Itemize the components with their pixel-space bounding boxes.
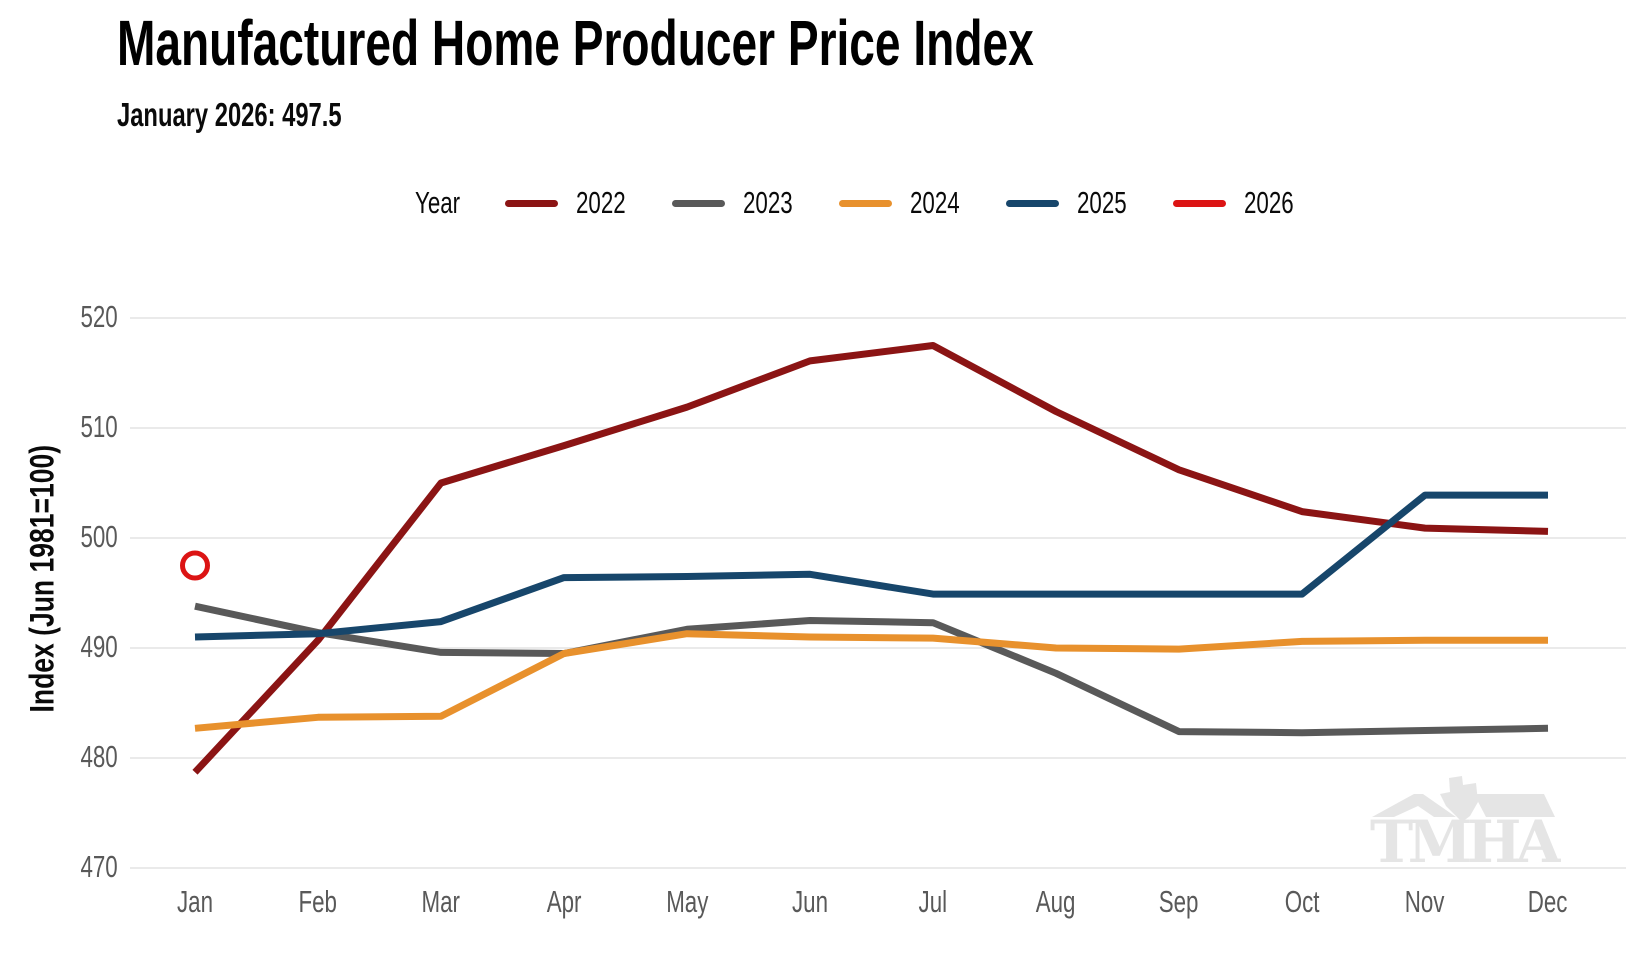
x-tick-Aug: Aug (1036, 884, 1076, 919)
watermark-roof-right (1474, 794, 1555, 817)
x-tick-Apr: Apr (546, 884, 582, 919)
x-tick-Dec: Dec (1528, 884, 1568, 919)
x-tick-Feb: Feb (298, 884, 338, 919)
y-tick-520: 520 (80, 299, 118, 334)
legend-label-2023: 2023 (742, 185, 793, 220)
legend-swatch-2026 (1172, 199, 1226, 207)
x-tick-May: May (665, 884, 709, 919)
series-line-2024 (194, 630, 1548, 732)
legend-title: Year (415, 185, 461, 220)
watermark-text: TMHA (1370, 808, 1561, 868)
series-line-2025 (194, 491, 1548, 641)
legend-swatch-2022 (504, 199, 558, 207)
y-tick-510: 510 (80, 409, 118, 444)
watermark-roof-left (1372, 794, 1456, 817)
y-tick-480: 480 (80, 739, 118, 774)
x-tick-Oct: Oct (1284, 884, 1320, 919)
legend-swatch-2024 (838, 199, 892, 207)
series-point-2026 (180, 550, 210, 581)
legend-label-2024: 2024 (909, 185, 960, 220)
legend-label-2025: 2025 (1076, 185, 1127, 220)
series-line-2022 (192, 342, 1549, 775)
chart-subtitle: January 2026: 497.5 (117, 96, 429, 134)
chart-subtitle-text: January 2026: 497.5 (117, 96, 342, 133)
x-tick-Nov: Nov (1405, 884, 1445, 919)
y-tick-500: 500 (80, 519, 118, 554)
legend-label-2026: 2026 (1243, 185, 1294, 220)
tmha-watermark-logo: TMHA (1370, 776, 1561, 868)
x-tick-Jul: Jul (918, 884, 948, 919)
y-axis-title: Index (Jun 1981=100) (23, 444, 62, 713)
page-title: Manufactured Home Producer Price Index (117, 6, 1390, 80)
legend-swatch-2025 (1005, 199, 1059, 207)
legend-swatch-2023 (671, 199, 725, 207)
page-title-text: Manufactured Home Producer Price Index (117, 7, 1034, 79)
y-tick-470: 470 (80, 849, 118, 884)
chart-legend: Year 2022 2023 2024 2025 2026 (415, 183, 1312, 223)
watermark-texas-icon (1440, 776, 1478, 822)
x-tick-Jun: Jun (791, 884, 828, 919)
x-tick-Jan: Jan (176, 884, 213, 919)
legend-label-2022: 2022 (575, 185, 626, 220)
y-tick-490: 490 (80, 629, 118, 664)
x-tick-Sep: Sep (1159, 884, 1199, 919)
x-tick-Mar: Mar (421, 884, 461, 919)
series-line-2023 (194, 602, 1549, 737)
